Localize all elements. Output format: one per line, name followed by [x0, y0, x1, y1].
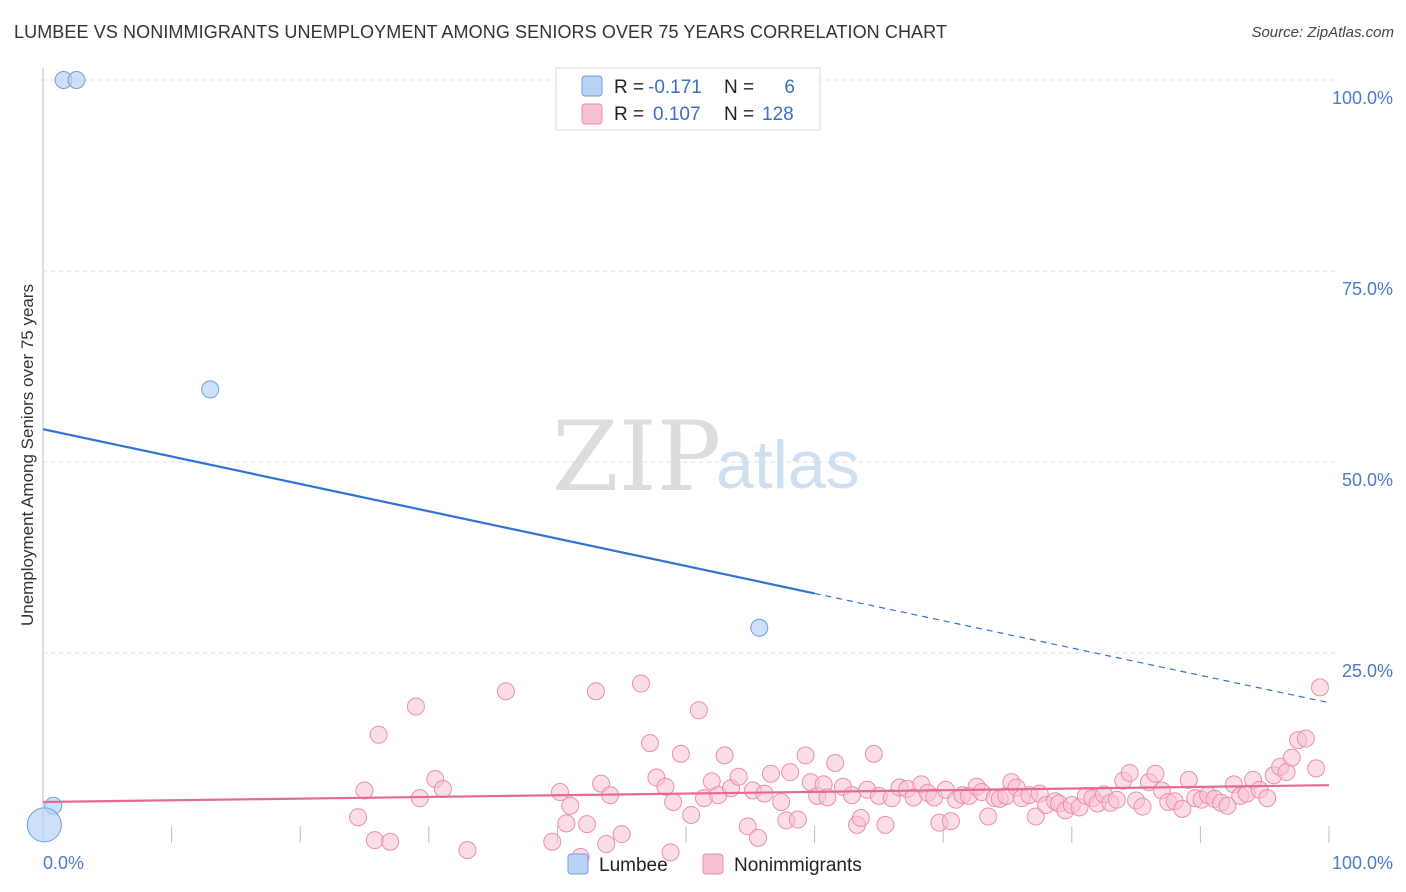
nonimmigrants-point-23	[640, 734, 659, 753]
lumbee-trendline	[42, 428, 815, 595]
y-tick-label-50: 50.0%	[1342, 470, 1393, 490]
lumbee-point-5	[26, 807, 62, 843]
nonimmigrants-point-46	[796, 746, 815, 765]
nonimmigrants-point-123	[1282, 748, 1301, 767]
lumbee-point-2	[201, 380, 220, 399]
watermark: ZIP atlas	[552, 401, 860, 513]
stats-legend: R = -0.171 N = 6 R = 0.107 N = 128	[555, 67, 821, 131]
nonimmigrants-point-29	[682, 805, 701, 824]
nonimmigrants-point-42	[772, 792, 791, 811]
bottom-legend: Lumbee Nonimmigrants	[567, 853, 862, 876]
lumbee-trendline-extension	[814, 592, 1330, 704]
chart-title: LUMBEE VS NONIMMIGRANTS UNEMPLOYMENT AMO…	[14, 22, 948, 42]
nonimmigrants-point-5	[406, 697, 425, 716]
x-axis-ticks	[171, 826, 1330, 843]
nonimmigrants-swatch	[581, 103, 603, 125]
nonimmigrants-point-126	[1310, 678, 1329, 697]
nonimmigrants-point-10	[496, 682, 515, 701]
bottom-legend-nonimmigrants-label: Nonimmigrants	[734, 855, 862, 876]
lumbee-point-3	[750, 618, 769, 637]
nonimmigrants-point-36	[729, 767, 748, 786]
nonimmigrants-n-label: N =	[724, 104, 754, 125]
bottom-legend-lumbee-label: Lumbee	[599, 855, 668, 876]
nonimmigrants-point-13	[557, 814, 576, 833]
nonimmigrants-point-9	[458, 841, 477, 860]
nonimmigrants-point-22	[631, 674, 650, 693]
nonimmigrants-point-127	[1307, 759, 1326, 778]
nonimmigrants-point-44	[781, 763, 800, 782]
nonimmigrants-point-17	[586, 682, 605, 701]
bottom-legend-lumbee-swatch	[567, 853, 589, 875]
nonimmigrants-point-25	[656, 777, 675, 796]
nonimmigrants-point-106	[1173, 799, 1192, 818]
watermark-zip: ZIP	[552, 401, 721, 513]
lumbee-point-1	[67, 71, 86, 89]
nonimmigrants-point-3	[369, 725, 388, 744]
nonimmigrants-point-37	[738, 817, 757, 836]
nonimmigrants-point-27	[664, 792, 683, 811]
x-tick-label-max: 100.0%	[1332, 853, 1393, 873]
bottom-legend-nonimmigrants-swatch	[702, 853, 724, 875]
nonimmigrants-point-2	[365, 831, 384, 850]
y-axis-tick-labels: 100.0% 75.0% 50.0% 25.0%	[1332, 88, 1393, 681]
nonimmigrants-point-51	[826, 754, 845, 773]
nonimmigrants-point-4	[381, 832, 400, 851]
nonimmigrants-point-0	[349, 808, 368, 827]
nonimmigrants-point-1	[355, 781, 374, 800]
nonimmigrants-point-34	[715, 746, 734, 765]
nonimmigrants-point-83	[1026, 807, 1045, 826]
nonimmigrants-point-28	[671, 744, 690, 763]
y-axis-label: Unemployment Among Seniors over 75 years	[18, 284, 37, 626]
nonimmigrants-point-69	[941, 812, 960, 831]
y-tick-label-25: 25.0%	[1342, 661, 1393, 681]
nonimmigrants-point-75	[979, 807, 998, 826]
nonimmigrants-point-98	[1120, 763, 1139, 782]
nonimmigrants-r-label: R =	[614, 104, 644, 125]
lumbee-swatch	[581, 75, 603, 97]
nonimmigrants-point-107	[1179, 770, 1198, 789]
lumbee-r-value: -0.171	[648, 77, 702, 98]
trend-lines	[42, 428, 1330, 804]
nonimmigrants-point-41	[761, 764, 780, 783]
nonimmigrants-point-14	[561, 796, 580, 815]
nonimmigrants-r-value: 0.107	[653, 104, 701, 125]
nonimmigrants-point-55	[851, 809, 870, 828]
x-tick-label-min: 0.0%	[43, 853, 84, 873]
nonimmigrants-point-26	[661, 843, 680, 862]
nonimmigrants-point-113	[1218, 796, 1237, 815]
nonimmigrants-point-11	[543, 832, 562, 851]
nonimmigrants-point-50	[818, 788, 837, 807]
nonimmigrants-point-119	[1258, 789, 1277, 808]
nonimmigrants-trendline	[42, 784, 1330, 804]
nonimmigrants-point-45	[788, 810, 807, 829]
nonimmigrants-point-57	[864, 744, 883, 763]
nonimmigrants-point-125	[1296, 729, 1315, 748]
nonimmigrants-point-59	[876, 815, 895, 834]
nonimmigrants-point-30	[689, 701, 708, 720]
source-credit: Source: ZipAtlas.com	[1251, 24, 1394, 41]
nonimmigrants-point-53	[842, 786, 861, 805]
y-tick-label-100: 100.0%	[1332, 88, 1393, 108]
watermark-atlas: atlas	[716, 427, 860, 503]
nonimmigrants-n-value: 128	[762, 104, 794, 125]
nonimmigrants-point-102	[1146, 764, 1165, 783]
nonimmigrants-point-39	[749, 828, 768, 847]
y-tick-label-75: 75.0%	[1342, 279, 1393, 299]
nonimmigrants-point-100	[1133, 797, 1152, 816]
nonimmigrants-point-96	[1107, 790, 1126, 809]
nonimmigrants-point-19	[597, 835, 616, 853]
lumbee-n-value: 6	[784, 77, 795, 98]
nonimmigrants-point-8	[433, 779, 452, 798]
nonimmigrants-point-21	[612, 825, 631, 844]
lumbee-n-label: N =	[724, 77, 754, 98]
nonimmigrants-points	[349, 674, 1329, 866]
lumbee-r-label: R =	[614, 77, 644, 98]
nonimmigrants-point-16	[577, 815, 596, 834]
